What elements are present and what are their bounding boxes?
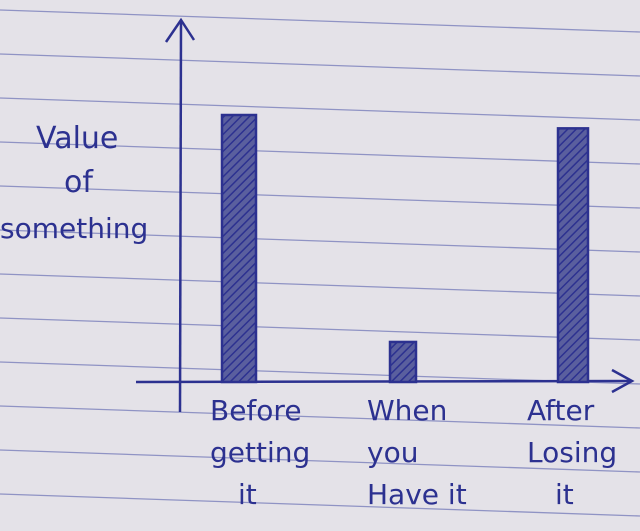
ruled-line [0, 317, 640, 341]
ruled-line [0, 229, 640, 253]
y-axis-label: Value of something [0, 121, 148, 245]
category-label: Before [210, 394, 302, 427]
category-label: After [527, 394, 595, 427]
ruled-line [0, 9, 640, 33]
category-label: getting [210, 436, 310, 469]
ruled-line [0, 449, 640, 473]
ruled-line [0, 493, 640, 517]
category-label: Losing [527, 436, 617, 469]
bars [220, 113, 590, 384]
ruled-line [0, 97, 640, 121]
ruled-line [0, 185, 640, 209]
ruled-line [0, 273, 640, 297]
bar [220, 113, 258, 384]
ruled-line [0, 141, 640, 165]
ruled-paper-lines [0, 9, 640, 517]
category-label: it [555, 478, 574, 511]
bar [556, 127, 590, 384]
category-label: When [367, 394, 447, 427]
x-axis [135, 379, 631, 384]
category-label: you [367, 436, 418, 469]
y-axis [178, 21, 183, 413]
y-label-line: Value [36, 121, 118, 156]
y-label-line: of [64, 165, 94, 200]
category-labels: Before getting it When you Have it After Losing… [210, 394, 617, 511]
ruled-line [0, 53, 640, 77]
bar [388, 340, 418, 384]
axes [135, 17, 635, 413]
ruled-line [0, 405, 640, 429]
x-axis-arrow [611, 368, 635, 394]
category-label: Have it [367, 478, 467, 511]
y-axis-arrow [164, 17, 196, 43]
y-label-line: something [0, 212, 148, 245]
category-label: it [238, 478, 257, 511]
